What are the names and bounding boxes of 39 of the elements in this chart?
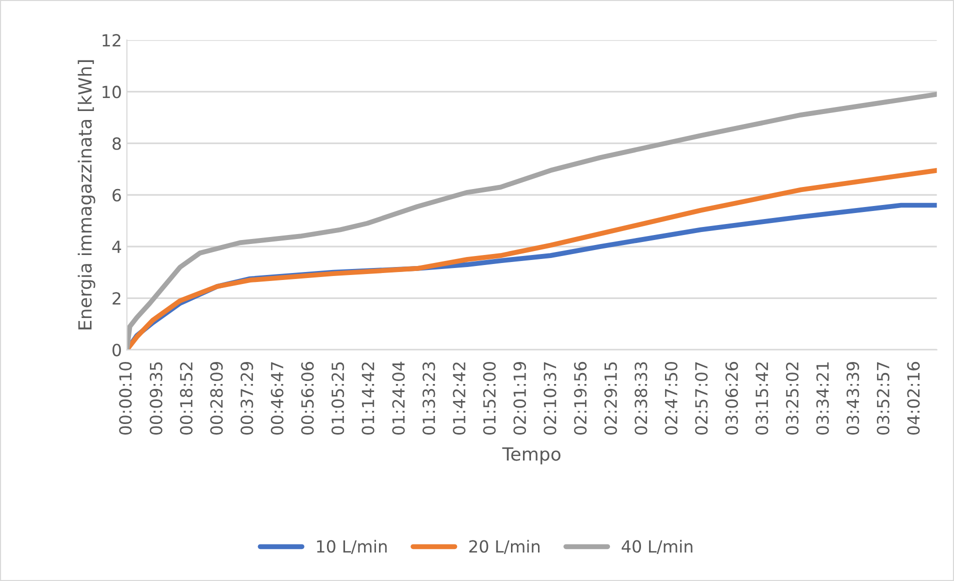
x-tick-label: 02:29:15 <box>604 362 617 435</box>
x-tick-label: 00:28:09 <box>210 362 223 435</box>
x-tick-label: 01:42:42 <box>452 362 466 435</box>
x-tick-label: 01:05:25 <box>332 362 344 435</box>
x-tick-label: 01:14:42 <box>362 362 374 435</box>
x-tick-label: 00:56:06 <box>301 362 314 435</box>
x-tick-label: 04:02:16 <box>907 362 920 435</box>
x-tick-label: 02:01:19 <box>513 362 526 435</box>
x-tick-label: 02:57:07 <box>695 362 708 435</box>
x-tick-label: 03:25:02 <box>786 362 799 435</box>
legend-label: 40 L/min <box>622 540 692 554</box>
x-tick-label: 00:46:47 <box>270 362 284 435</box>
x-tick-label: 03:34:21 <box>816 362 829 435</box>
y-tick-label: 8 <box>112 137 121 150</box>
x-tick-label: 00:00:10 <box>119 362 132 435</box>
x-tick-label: 03:52:57 <box>876 362 890 435</box>
y-tick-label: 6 <box>112 188 121 202</box>
x-tick-label: 00:18:52 <box>180 362 193 435</box>
legend-label: 20 L/min <box>469 540 540 554</box>
y-tick-label: 12 <box>102 34 120 46</box>
x-tick-label: 01:33:23 <box>422 362 436 435</box>
x-tick-label: 02:10:37 <box>544 362 556 435</box>
y-tick-label: 2 <box>112 292 120 304</box>
x-tick-label: 00:37:29 <box>240 362 254 435</box>
x-tick-label: 02:47:50 <box>664 362 678 435</box>
x-tick-label: 03:06:26 <box>725 362 738 435</box>
x-tick-label: 01:52:00 <box>483 362 496 435</box>
x-tick-label: 00:09:35 <box>150 362 162 435</box>
y-axis-title: Energia immagazzinata [kWh] <box>78 60 96 330</box>
x-tick-label: 01:24:04 <box>392 362 405 435</box>
y-tick-label: 0 <box>112 344 121 356</box>
x-tick-label: 03:43:39 <box>846 362 860 435</box>
y-tick-label: 4 <box>112 240 122 253</box>
y-tick-label: 10 <box>102 86 121 98</box>
legend-label: 10 L/min <box>317 540 387 554</box>
x-axis-title: Tempo <box>502 447 560 464</box>
x-tick-label: 02:19:56 <box>574 362 587 435</box>
x-tick-label: 02:38:33 <box>634 362 648 435</box>
x-tick-label: 03:15:42 <box>756 362 768 435</box>
